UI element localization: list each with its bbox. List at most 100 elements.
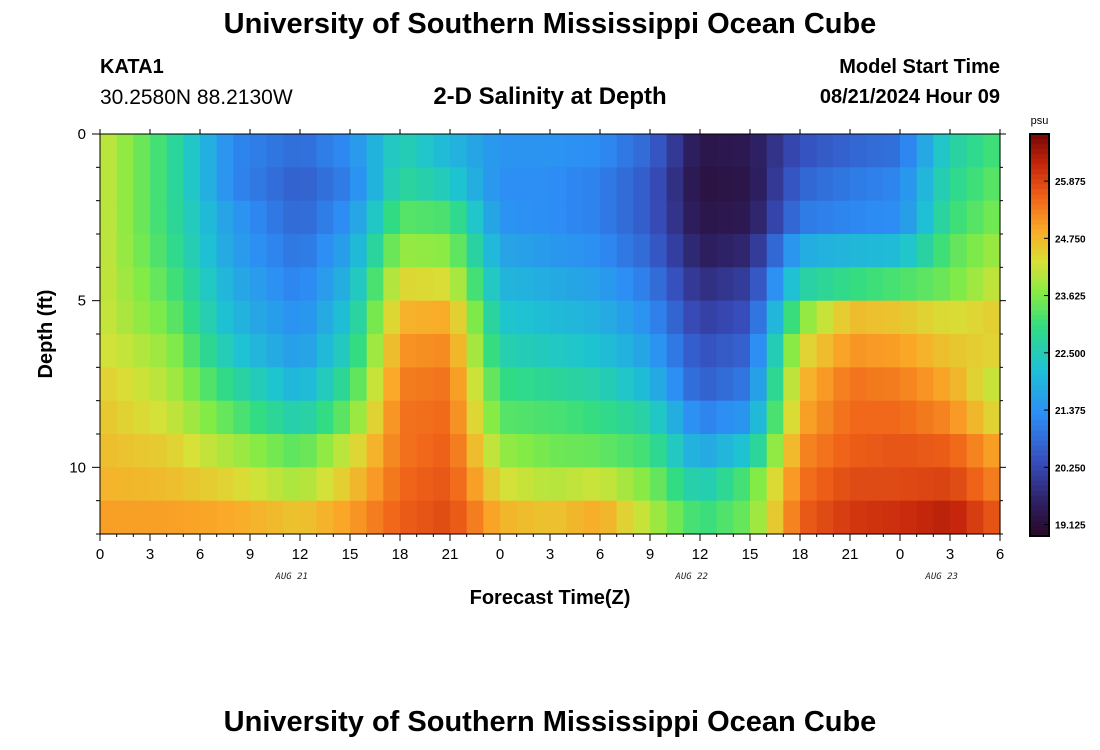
heatmap-layer [100, 134, 1001, 535]
heatmap-cell [666, 167, 684, 202]
heatmap-cell [666, 134, 684, 168]
heatmap-cell [116, 167, 134, 202]
heatmap-cell [766, 367, 784, 402]
heatmap-cell [533, 267, 551, 302]
colorbar-segment [1030, 510, 1049, 517]
heatmap-cell [316, 500, 334, 535]
heatmap-cell [550, 267, 568, 302]
heatmap-cell [700, 334, 718, 368]
colorbar-segment [1030, 495, 1049, 502]
heatmap-cell [100, 200, 118, 235]
heatmap-cell [100, 400, 118, 435]
heatmap-cell [633, 300, 651, 335]
colorbar-segment [1030, 144, 1049, 150]
heatmap-cell [250, 267, 268, 302]
heatmap-cell [700, 300, 718, 335]
colorbar-tick-label: 19.125 [1055, 521, 1086, 532]
colorbar-segment [1030, 530, 1049, 537]
heatmap-cell [333, 467, 351, 502]
heatmap-cell [416, 500, 434, 535]
heatmap-cell [966, 334, 984, 368]
heatmap-cell [933, 367, 951, 402]
x-tick-label: 12 [692, 546, 709, 563]
heatmap-cell [400, 334, 418, 368]
heatmap-cell [483, 267, 501, 302]
heatmap-cell [766, 267, 784, 302]
heatmap-cell [100, 467, 118, 502]
heatmap-cell [733, 500, 751, 535]
colorbar-segment [1030, 480, 1049, 487]
colorbar-segment [1030, 505, 1049, 512]
colorbar-segment [1030, 525, 1049, 532]
heatmap-cell [866, 234, 884, 268]
heatmap-cell [333, 434, 351, 468]
heatmap-cell [366, 300, 384, 335]
colorbar-segment [1030, 500, 1049, 507]
heatmap-cell [983, 467, 1001, 502]
heatmap-cell [416, 367, 434, 402]
heatmap-cell [416, 334, 434, 368]
heatmap-cell [400, 167, 418, 202]
heatmap-cell [566, 400, 584, 435]
heatmap-cell [966, 134, 984, 168]
x-tick-label: 9 [646, 546, 654, 563]
heatmap-cell [233, 434, 251, 468]
heatmap-cell [350, 367, 368, 402]
heatmap-cell [583, 167, 601, 202]
heatmap-cell [483, 234, 501, 268]
heatmap-cell [933, 267, 951, 302]
heatmap-cell [266, 234, 284, 268]
heatmap-cell [533, 334, 551, 368]
heatmap-cell [733, 134, 751, 168]
heatmap-cell [183, 367, 201, 402]
heatmap-cell [833, 300, 851, 335]
colorbar-segment [1030, 289, 1049, 296]
heatmap-cell [100, 334, 118, 368]
heatmap-cell [266, 367, 284, 402]
heatmap-cell [850, 400, 868, 435]
heatmap-cell [433, 367, 451, 402]
heatmap-cell [616, 434, 634, 468]
heatmap-cell [333, 300, 351, 335]
heatmap-cell [816, 234, 834, 268]
heatmap-cell [983, 334, 1001, 368]
heatmap-cell [500, 334, 518, 368]
colorbar-segment [1030, 314, 1049, 321]
heatmap-cell [983, 267, 1001, 302]
heatmap-cell [633, 167, 651, 202]
heatmap-cell [750, 234, 768, 268]
heatmap-cell [816, 334, 834, 368]
heatmap-cell [350, 267, 368, 302]
heatmap-cell [216, 367, 234, 402]
heatmap-cell [616, 300, 634, 335]
y-axis-label: Depth (ft) [35, 290, 57, 379]
heatmap-cell [983, 167, 1001, 202]
heatmap-cell [666, 234, 684, 268]
heatmap-cell [566, 367, 584, 402]
heatmap-cell [866, 367, 884, 402]
heatmap-cell [316, 400, 334, 435]
heatmap-cell [116, 434, 134, 468]
heatmap-cell [750, 334, 768, 368]
heatmap-cell [316, 467, 334, 502]
heatmap-cell [916, 434, 934, 468]
heatmap-cell [883, 167, 901, 202]
heatmap-cell [683, 500, 701, 535]
x-tick-label: 3 [146, 546, 154, 563]
colorbar-segment [1030, 485, 1049, 492]
heatmap-cell [616, 467, 634, 502]
colorbar-segment [1030, 149, 1049, 155]
heatmap-cell [600, 500, 618, 535]
heatmap-cell [450, 167, 468, 202]
heatmap-cell [850, 134, 868, 168]
heatmap-cell [533, 167, 551, 202]
heatmap-cell [700, 434, 718, 468]
heatmap-cell [650, 434, 668, 468]
heatmap-cell [316, 134, 334, 168]
heatmap-cell [983, 434, 1001, 468]
heatmap-cell [700, 234, 718, 268]
heatmap-cell [966, 234, 984, 268]
heatmap-cell [583, 134, 601, 168]
heatmap-cell [533, 467, 551, 502]
heatmap-cell [500, 400, 518, 435]
